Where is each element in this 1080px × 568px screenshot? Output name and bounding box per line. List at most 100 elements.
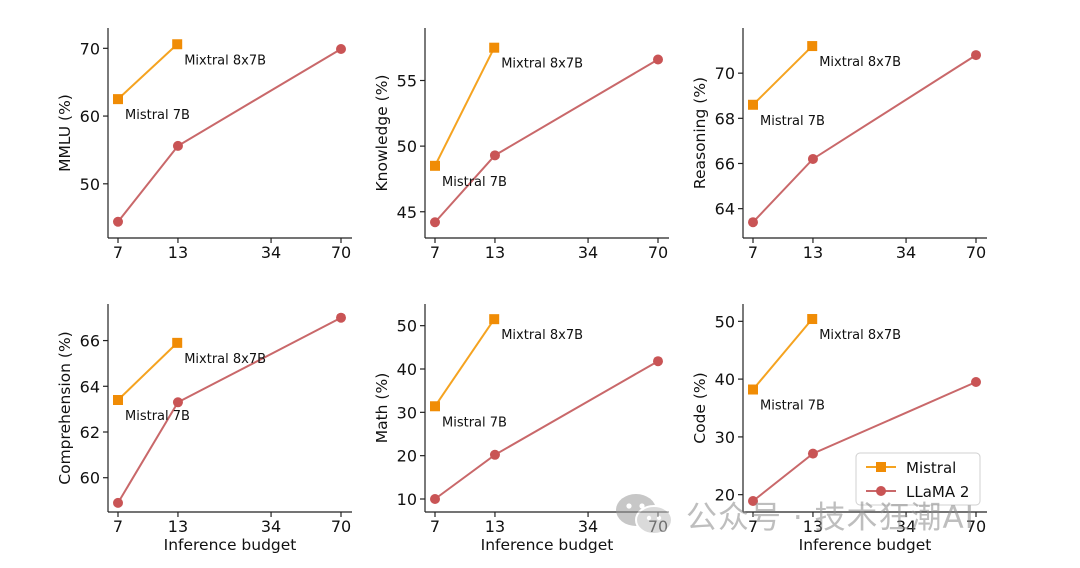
llama2-series-line xyxy=(434,58,659,223)
wechat-icon xyxy=(616,494,673,535)
y-tick-label: 30 xyxy=(715,428,735,447)
llama2-data-point xyxy=(430,494,440,504)
data-annotation: Mistral 7B xyxy=(442,175,507,190)
llama2-data-point xyxy=(971,50,981,61)
data-annotation: Mixtral 8x7B xyxy=(501,328,583,343)
data-annotation: Mixtral 8x7B xyxy=(184,352,266,367)
y-tick-label: 10 xyxy=(397,490,417,509)
y-tick-label: 30 xyxy=(397,403,417,422)
legend: Mistral LLaMA 2 xyxy=(855,452,981,506)
chart-panel-3: 64 66 68 70 7 13 34 70 Reasoning (%) Mistral 7B Mi… xyxy=(691,28,987,262)
llama2-data-point xyxy=(336,44,346,54)
data-annotation: Mistral 7B xyxy=(125,409,190,424)
y-axis-label: MMLU (%) xyxy=(56,94,74,172)
chart-panel-1: 50 60 70 7 13 34 70 MMLU (%) Mistral 7B Mixtral 8… xyxy=(56,28,352,262)
x-tick-label: 34 xyxy=(896,243,916,262)
chart-panel-4: 60 62 64 66 7 13 34 70 Comprehension (%) Inferenc… xyxy=(56,304,352,554)
x-tick-label: 7 xyxy=(113,243,123,262)
y-tick-label: 55 xyxy=(397,72,417,91)
llama2-data-point xyxy=(336,312,346,323)
llama2-data-point xyxy=(653,356,663,367)
x-tick-label: 34 xyxy=(261,243,281,262)
legend-mistral-marker xyxy=(876,462,886,472)
y-tick-label: 62 xyxy=(80,423,100,442)
mistral-data-point xyxy=(430,160,440,171)
mistral-data-point xyxy=(430,401,440,412)
y-tick-label: 50 xyxy=(397,137,417,156)
data-annotation: Mistral 7B xyxy=(442,415,507,430)
y-tick-label: 64 xyxy=(715,200,735,219)
llama2-data-point xyxy=(748,496,758,507)
llama2-data-point xyxy=(807,448,818,459)
x-tick-label: 13 xyxy=(803,517,823,536)
x-tick-label: 7 xyxy=(748,517,758,536)
y-tick-label: 60 xyxy=(80,469,100,488)
mistral-data-point xyxy=(748,99,758,110)
y-axis-label: Math (%) xyxy=(373,373,391,444)
x-tick-label: 13 xyxy=(168,243,188,262)
y-tick-label: 68 xyxy=(715,109,735,128)
y-tick-label: 20 xyxy=(715,486,735,505)
y-tick-label: 70 xyxy=(715,64,735,83)
chart-panel-6: 20 30 40 50 7 13 34 70 Code (%) Inference budget M… xyxy=(691,304,987,554)
y-tick-label: 66 xyxy=(80,332,100,351)
y-tick-label: 50 xyxy=(80,175,100,194)
x-tick-label: 34 xyxy=(896,517,916,536)
llama2-data-point xyxy=(172,140,183,151)
data-annotation: Mixtral 8x7B xyxy=(501,57,583,72)
legend-label: Mistral xyxy=(906,459,956,477)
data-annotation: Mixtral 8x7B xyxy=(819,55,901,70)
x-tick-label: 7 xyxy=(430,243,440,262)
llama2-data-point xyxy=(113,497,123,508)
x-tick-label: 70 xyxy=(966,243,986,262)
mistral-data-point xyxy=(807,41,818,52)
llama2-data-point xyxy=(489,150,500,161)
y-axis-label: Code (%) xyxy=(691,372,709,443)
data-annotation: Mistral 7B xyxy=(760,399,825,414)
mistral-data-point xyxy=(172,39,183,50)
data-annotation: Mixtral 8x7B xyxy=(184,53,266,68)
watermark: 公众号 · 技术狂潮AI xyxy=(612,486,1052,542)
mistral-data-point xyxy=(113,395,123,405)
x-tick-label: 13 xyxy=(485,517,505,536)
watermark-text: 公众号 · 技术狂潮AI xyxy=(686,499,975,536)
x-tick-label: 70 xyxy=(331,517,351,536)
y-axis-label: Knowledge (%) xyxy=(373,75,391,192)
mistral-series-line xyxy=(434,47,496,167)
x-tick-label: 7 xyxy=(113,517,123,536)
llama2-data-point xyxy=(489,449,500,460)
mistral-series-line xyxy=(752,45,813,106)
llama2-data-point xyxy=(971,377,981,387)
y-tick-label: 50 xyxy=(715,312,735,331)
mistral-data-point xyxy=(113,94,123,105)
llama2-data-point xyxy=(430,217,440,228)
y-tick-label: 20 xyxy=(397,447,417,466)
mistral-series-line xyxy=(117,43,178,100)
y-tick-label: 50 xyxy=(397,317,417,336)
y-axis-label: Comprehension (%) xyxy=(56,331,74,484)
legend-label: LLaMA 2 xyxy=(906,483,969,501)
llama2-data-point xyxy=(113,216,123,227)
y-tick-label: 64 xyxy=(80,377,100,396)
data-annotation: Mistral 7B xyxy=(760,114,825,129)
y-tick-label: 40 xyxy=(397,360,417,379)
legend-llama2-marker xyxy=(876,486,886,496)
x-tick-label: 34 xyxy=(578,517,598,536)
x-tick-label: 70 xyxy=(648,243,668,262)
llama2-data-point xyxy=(653,54,663,65)
y-axis-label: Reasoning (%) xyxy=(691,77,709,189)
y-tick-label: 40 xyxy=(715,370,735,389)
llama2-series-line xyxy=(752,54,977,223)
llama2-data-point xyxy=(172,397,183,408)
llama2-series-line xyxy=(117,48,342,223)
y-tick-label: 60 xyxy=(80,107,100,126)
mistral-data-point xyxy=(489,314,500,325)
mistral-series-line xyxy=(434,318,496,407)
mistral-series-line xyxy=(117,342,178,401)
x-tick-label: 13 xyxy=(168,517,188,536)
mistral-series-line xyxy=(752,318,813,391)
x-tick-label: 13 xyxy=(485,243,505,262)
mistral-data-point xyxy=(807,314,818,325)
x-tick-label: 34 xyxy=(261,517,281,536)
